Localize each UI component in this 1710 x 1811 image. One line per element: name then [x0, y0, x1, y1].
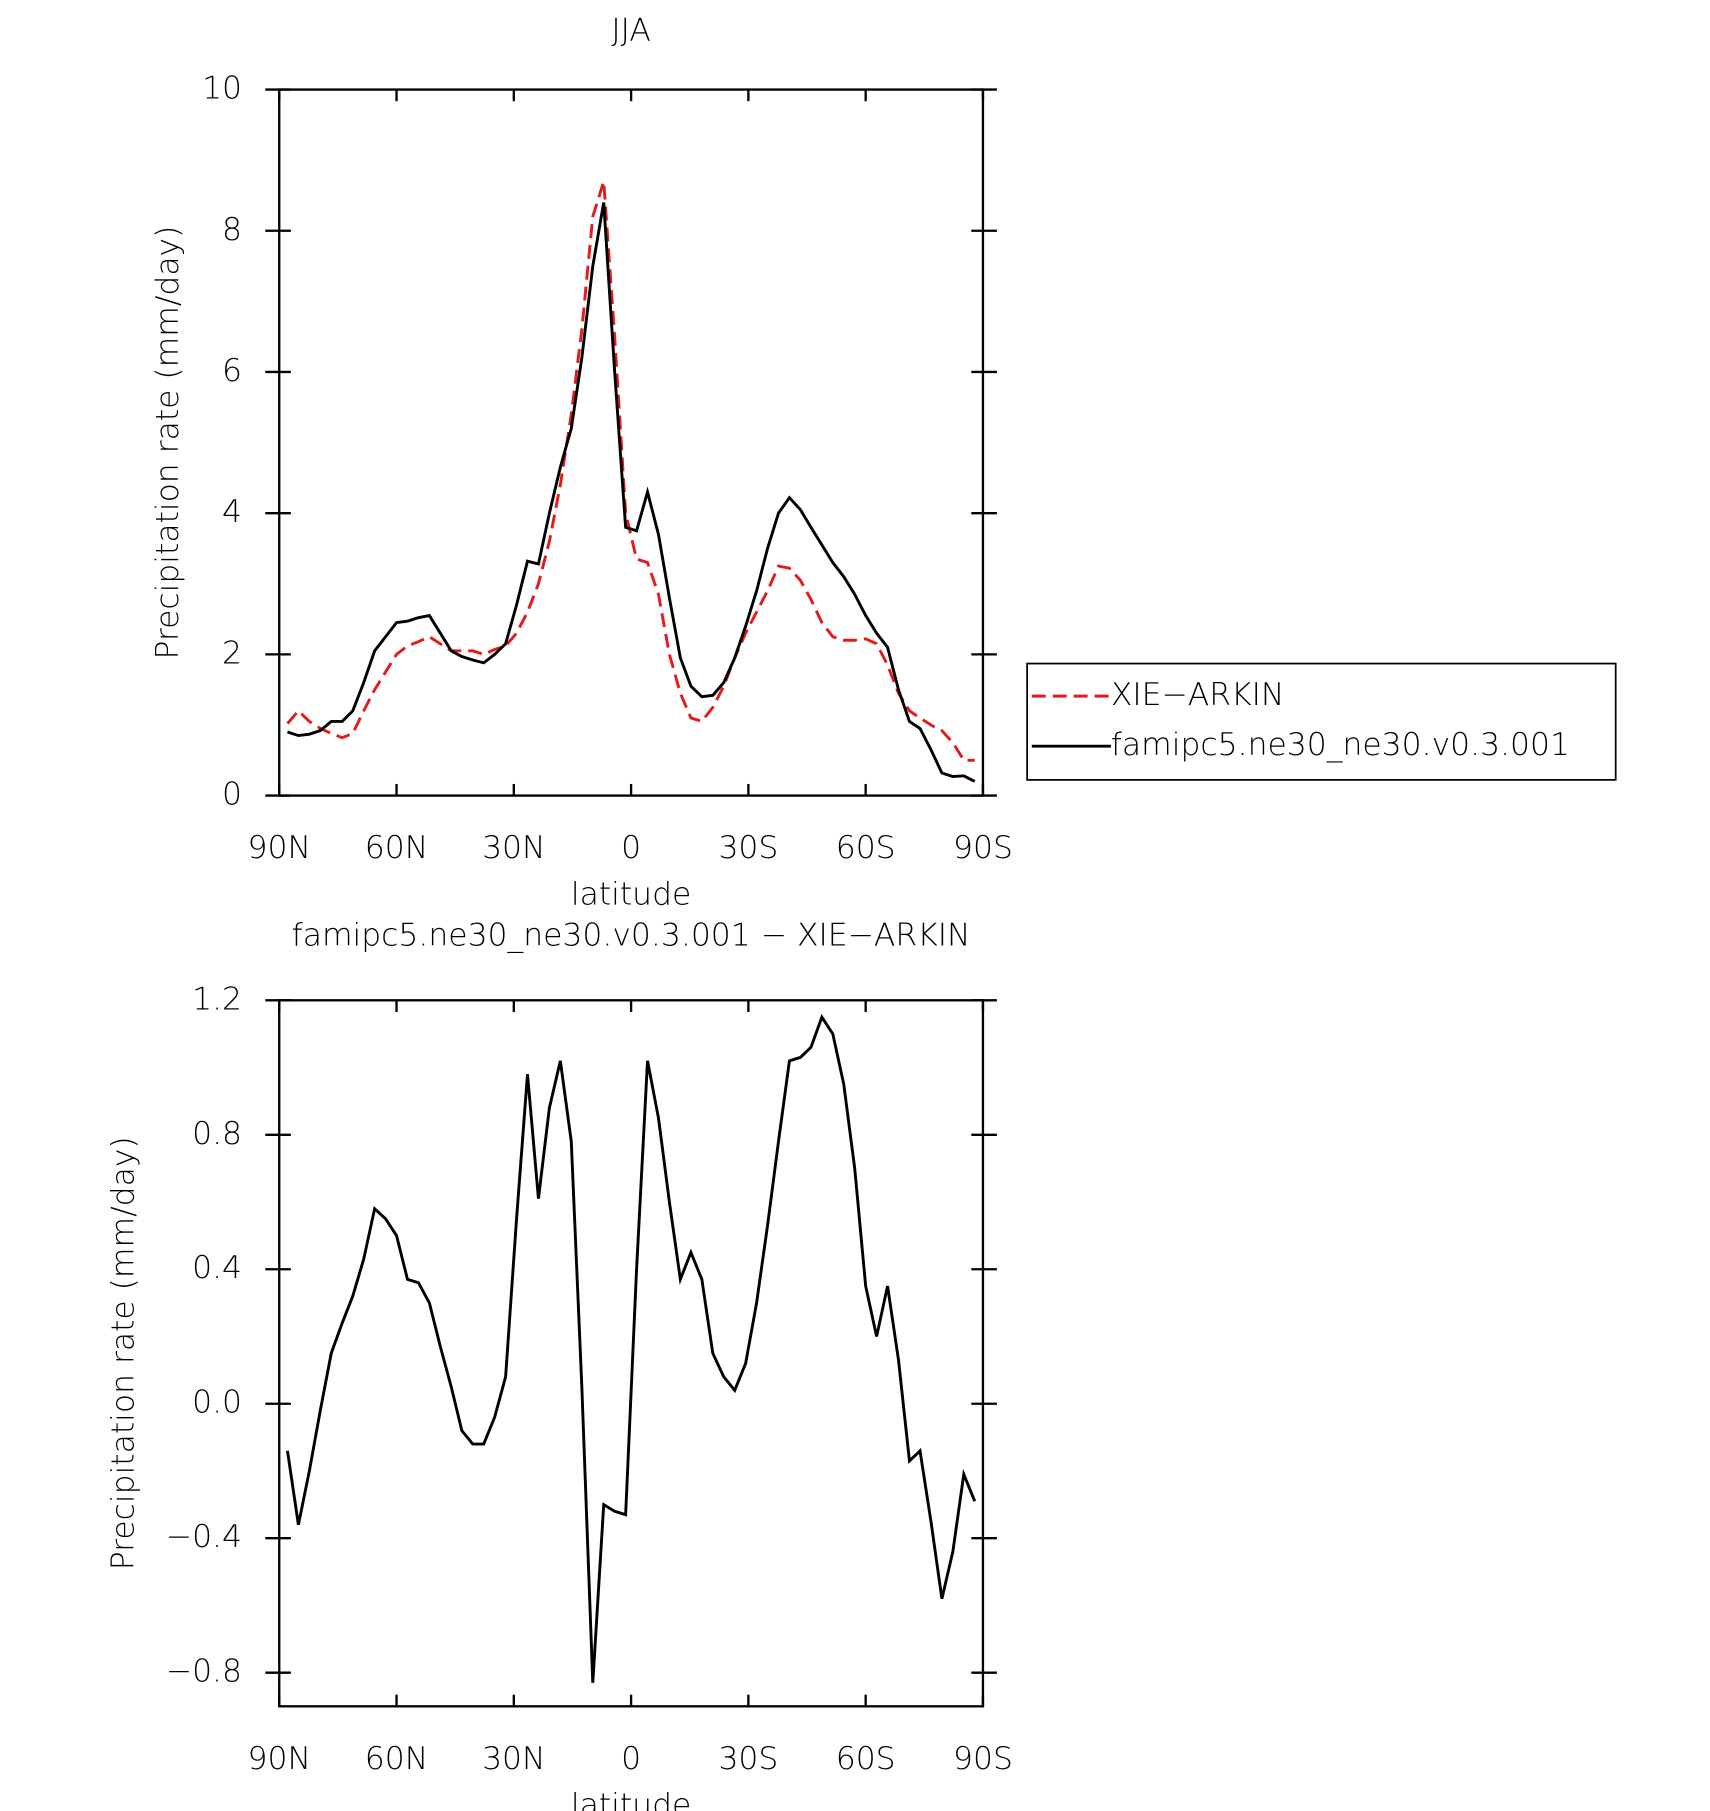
plot-frame [278, 999, 985, 1708]
x-axis-label: latitude [571, 877, 691, 913]
y-tick-label: 0.8 [192, 1116, 242, 1152]
x-tick-label: 90N [248, 830, 311, 866]
y-tick-label: 0.0 [192, 1385, 242, 1421]
legend-label: famipc5.ne30_ne30.v0.3.001 [1111, 727, 1570, 763]
y-tick-label: 4 [222, 494, 242, 530]
x-tick-label: 30N [482, 1741, 545, 1777]
y-tick-label: 1.2 [192, 981, 242, 1017]
x-axis-label: latitude [571, 1787, 691, 1811]
y-tick-label: 2 [222, 635, 242, 671]
y-axis-label: Precipitation rate (mm/day) [106, 1136, 142, 1570]
chart-title: JJA [611, 12, 650, 48]
y-tick-label: 6 [222, 353, 242, 389]
x-tick-label: 60S [836, 1741, 896, 1777]
legend-label: XIE−ARKIN [1111, 677, 1285, 713]
x-tick-label: 60S [836, 830, 896, 866]
x-tick-label: 90S [953, 830, 1013, 866]
x-tick-label: 90N [248, 1741, 311, 1777]
y-tick-label: 10 [202, 71, 242, 107]
chart-title: famipc5.ne30_ne30.v0.3.001 − XIE−ARKIN [292, 917, 971, 953]
x-tick-label: 90S [953, 1741, 1013, 1777]
y-tick-label: 0 [222, 777, 242, 813]
y-tick-label: 8 [222, 212, 242, 248]
data-line [286, 180, 975, 762]
x-tick-label: 0 [621, 1741, 641, 1777]
y-tick-label: −0.8 [166, 1654, 242, 1690]
x-tick-label: 30S [718, 830, 778, 866]
plot-frame [278, 88, 985, 797]
x-tick-label: 60N [365, 830, 428, 866]
y-axis-label: Precipitation rate (mm/day) [150, 226, 186, 660]
x-tick-label: 60N [365, 1741, 428, 1777]
x-tick-label: 0 [621, 830, 641, 866]
y-tick-label: 0.4 [192, 1250, 242, 1286]
data-line [287, 202, 976, 783]
x-tick-label: 30N [482, 830, 545, 866]
y-tick-label: −0.4 [166, 1519, 242, 1555]
legend-box [1026, 662, 1617, 781]
data-line [286, 1013, 977, 1683]
x-tick-label: 30S [718, 1741, 778, 1777]
